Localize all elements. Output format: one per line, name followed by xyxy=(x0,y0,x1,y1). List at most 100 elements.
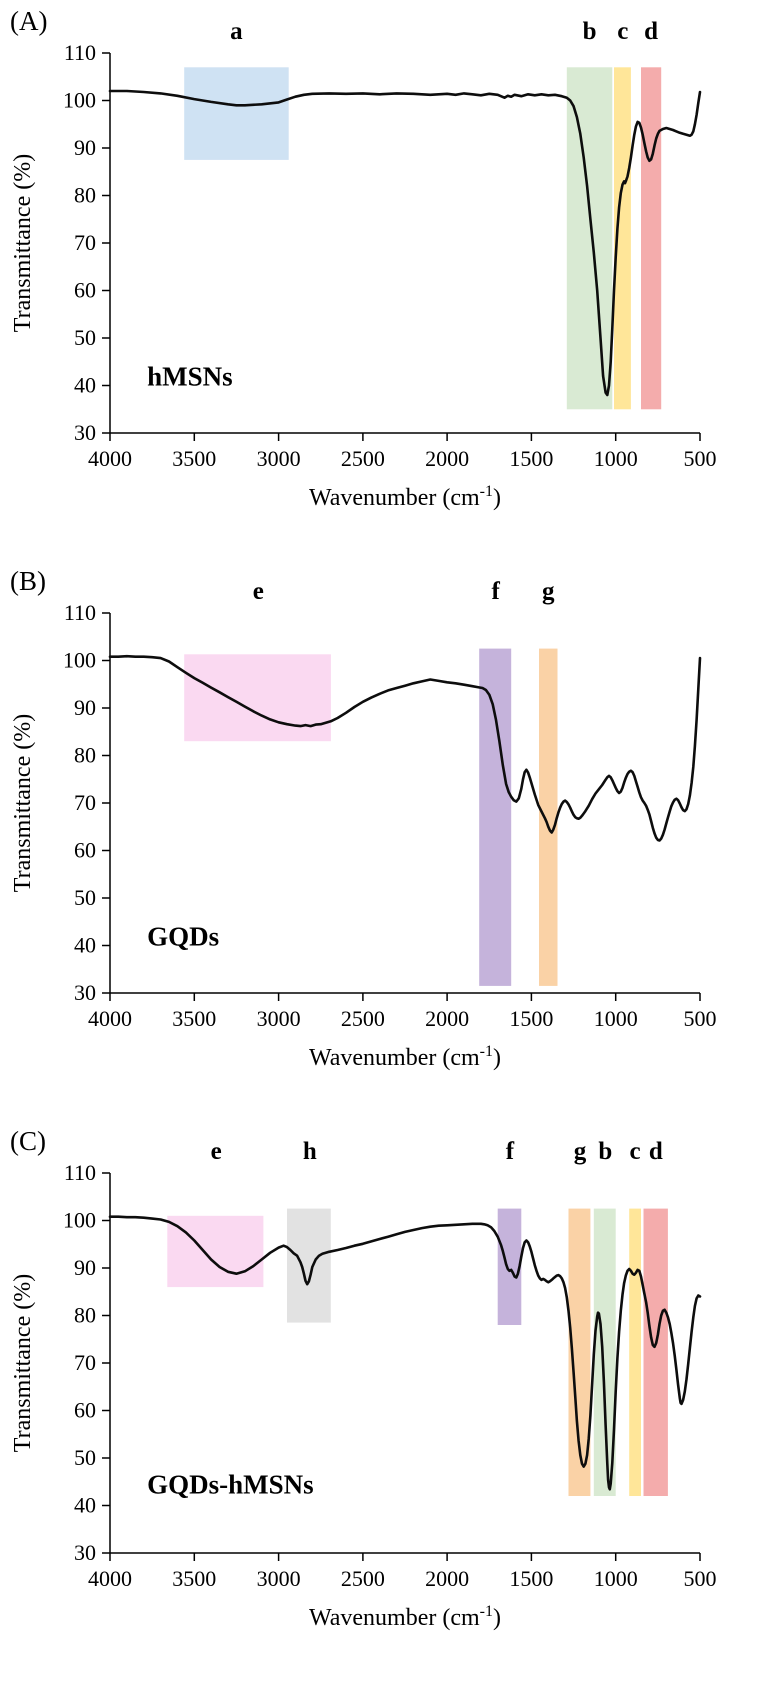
svg-text:40: 40 xyxy=(74,933,96,958)
band-b xyxy=(593,1208,616,1496)
sample-label: GQDs xyxy=(147,922,219,952)
y-axis-title: Transmittance (%) xyxy=(10,154,36,332)
svg-text:90: 90 xyxy=(74,135,96,160)
band-g xyxy=(568,1208,591,1496)
svg-text:90: 90 xyxy=(74,695,96,720)
band-d xyxy=(641,67,662,410)
highlight-bands xyxy=(184,67,662,410)
svg-text:500: 500 xyxy=(684,1006,717,1031)
panel-label-c: (C) xyxy=(10,1126,46,1156)
y-axis-title: Transmittance (%) xyxy=(10,714,36,892)
svg-text:3000: 3000 xyxy=(257,1006,301,1031)
svg-text:60: 60 xyxy=(74,838,96,863)
axes xyxy=(102,1172,701,1561)
band-letter-e: e xyxy=(211,1138,222,1165)
svg-text:70: 70 xyxy=(74,790,96,815)
svg-text:80: 80 xyxy=(74,1303,96,1328)
svg-text:110: 110 xyxy=(64,600,96,625)
band-letters: e f g xyxy=(253,578,555,605)
svg-text:100: 100 xyxy=(63,1208,96,1233)
svg-text:2000: 2000 xyxy=(425,446,469,471)
band-letter-g: g xyxy=(574,1138,587,1165)
svg-text:100: 100 xyxy=(63,88,96,113)
svg-text:1000: 1000 xyxy=(594,1006,638,1031)
band-letter-c: c xyxy=(630,1138,641,1165)
svg-text:30: 30 xyxy=(74,1540,96,1565)
band-c xyxy=(614,67,631,410)
band-letter-h: h xyxy=(303,1138,317,1165)
spectrum-line xyxy=(108,1215,702,1491)
band-f xyxy=(497,1208,522,1325)
svg-text:1500: 1500 xyxy=(509,1006,553,1031)
band-letter-c: c xyxy=(617,18,628,45)
svg-text:100: 100 xyxy=(63,648,96,673)
svg-text:1500: 1500 xyxy=(509,1566,553,1591)
axes xyxy=(102,52,701,441)
svg-text:90: 90 xyxy=(74,1255,96,1280)
svg-text:4000: 4000 xyxy=(88,1006,132,1031)
y-tick-labels: 110 100 90 80 70 60 50 40 30 xyxy=(63,40,96,445)
band-letter-b: b xyxy=(583,18,597,45)
svg-text:2500: 2500 xyxy=(341,1006,385,1031)
band-letter-a: a xyxy=(230,18,243,45)
svg-text:110: 110 xyxy=(64,1160,96,1185)
svg-text:50: 50 xyxy=(74,1445,96,1470)
svg-text:1500: 1500 xyxy=(509,446,553,471)
band-h xyxy=(287,1208,331,1323)
svg-text:70: 70 xyxy=(74,1350,96,1375)
svg-text:2500: 2500 xyxy=(341,446,385,471)
svg-text:50: 50 xyxy=(74,885,96,910)
band-letter-b: b xyxy=(598,1138,612,1165)
band-e xyxy=(167,1215,264,1288)
x-axis-title: Wavenumber (cm-1) xyxy=(309,1043,501,1071)
band-letter-f: f xyxy=(506,1138,515,1165)
svg-text:30: 30 xyxy=(74,980,96,1005)
panel-c: (C) e h f g b c d 110 100 90 80 70 60 50 40 30 4000 3500 3… xyxy=(0,1120,765,1682)
band-letter-f: f xyxy=(492,578,501,605)
svg-text:1000: 1000 xyxy=(594,1566,638,1591)
axes xyxy=(102,612,701,1001)
highlight-bands xyxy=(167,1208,668,1496)
band-c xyxy=(629,1208,641,1496)
svg-text:3000: 3000 xyxy=(257,446,301,471)
svg-text:500: 500 xyxy=(684,446,717,471)
panel-a: (A) a b c d 110 100 90 80 70 60 50 40 30 4000 3500 3000… xyxy=(0,0,765,560)
svg-text:500: 500 xyxy=(684,1566,717,1591)
band-f xyxy=(479,648,512,986)
svg-text:60: 60 xyxy=(74,278,96,303)
x-tick-labels: 4000 3500 3000 2500 2000 1500 1000 500 xyxy=(88,446,717,471)
svg-text:40: 40 xyxy=(74,1493,96,1518)
spectrum-line xyxy=(108,654,702,842)
svg-text:3500: 3500 xyxy=(172,446,216,471)
x-axis-title: Wavenumber (cm-1) xyxy=(309,483,501,511)
x-tick-labels: 4000 3500 3000 2500 2000 1500 1000 500 xyxy=(88,1566,717,1591)
svg-text:2000: 2000 xyxy=(425,1566,469,1591)
svg-text:2500: 2500 xyxy=(341,1566,385,1591)
highlight-bands xyxy=(184,648,558,986)
svg-text:4000: 4000 xyxy=(88,446,132,471)
y-tick-labels: 110 100 90 80 70 60 50 40 30 xyxy=(63,600,96,1005)
band-b xyxy=(566,67,613,410)
spectrum-line xyxy=(108,89,702,397)
panel-b: (B) e f g 110 100 90 80 70 60 50 40 30 4000 3500 3000 2… xyxy=(0,560,765,1120)
panel-label-a: (A) xyxy=(10,6,48,36)
x-tick-labels: 4000 3500 3000 2500 2000 1500 1000 500 xyxy=(88,1006,717,1031)
svg-text:60: 60 xyxy=(74,1398,96,1423)
svg-text:30: 30 xyxy=(74,420,96,445)
svg-text:4000: 4000 xyxy=(88,1566,132,1591)
band-letter-d: d xyxy=(649,1138,663,1165)
band-letter-d: d xyxy=(644,18,658,45)
svg-text:50: 50 xyxy=(74,325,96,350)
x-axis-title: Wavenumber (cm-1) xyxy=(309,1603,501,1631)
band-letter-e: e xyxy=(253,578,264,605)
sample-label: GQDs-hMSNs xyxy=(147,1470,314,1500)
svg-text:2000: 2000 xyxy=(425,1006,469,1031)
svg-text:40: 40 xyxy=(74,373,96,398)
band-e xyxy=(184,654,331,742)
